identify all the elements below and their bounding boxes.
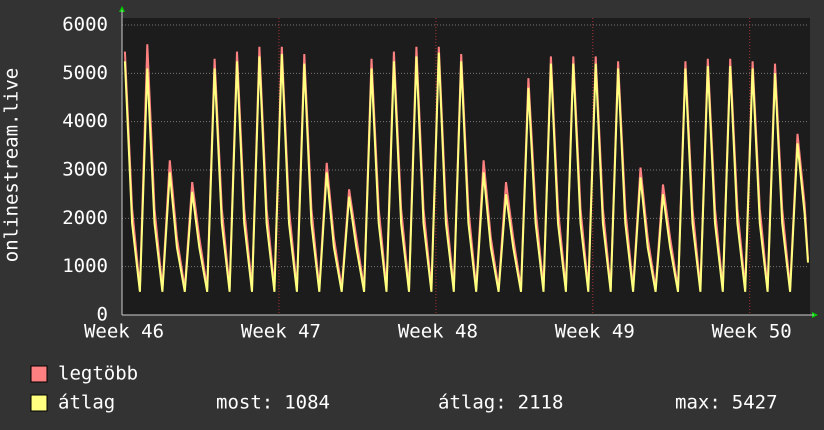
x-tick-label: Week 47: [241, 321, 321, 343]
y-tick-label: 6000: [62, 14, 108, 36]
legend-label: legtöbb: [58, 363, 138, 385]
x-tick-label: Week 48: [398, 321, 478, 343]
x-tick-label: Week 50: [712, 321, 792, 343]
y-tick-label: 5000: [62, 62, 108, 84]
y-axis-label: onlinestream.live: [1, 68, 23, 262]
stat-label: max:: [675, 392, 721, 414]
stat-value: 5427: [732, 392, 778, 414]
x-tick-label: Week 49: [555, 321, 635, 343]
legend-swatch: [30, 365, 48, 383]
axis-arrow: [812, 312, 818, 318]
y-tick-label: 3000: [62, 159, 108, 181]
stat-label: átlag:: [438, 392, 507, 414]
legend-label: átlag: [58, 392, 115, 414]
y-tick-label: 1000: [62, 255, 108, 277]
series-line: [123, 52, 809, 292]
stat-value: 1084: [284, 392, 330, 414]
legend-swatch: [30, 394, 48, 412]
y-tick-label: 4000: [62, 110, 108, 132]
x-tick-label: Week 46: [84, 321, 164, 343]
y-tick-label: 0: [97, 304, 108, 326]
stat-value: 2118: [518, 392, 564, 414]
y-tick-label: 2000: [62, 207, 108, 229]
axis-arrow: [119, 6, 125, 12]
stat-label: most:: [216, 392, 273, 414]
